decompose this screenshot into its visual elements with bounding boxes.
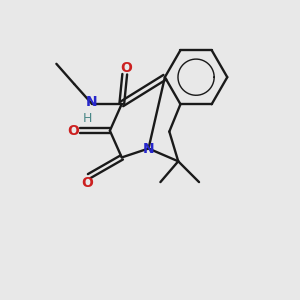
Text: N: N — [143, 142, 154, 155]
Text: O: O — [120, 61, 132, 75]
Text: H: H — [83, 112, 92, 125]
Text: O: O — [68, 124, 80, 138]
Text: O: O — [82, 176, 94, 190]
Text: N: N — [86, 94, 98, 109]
